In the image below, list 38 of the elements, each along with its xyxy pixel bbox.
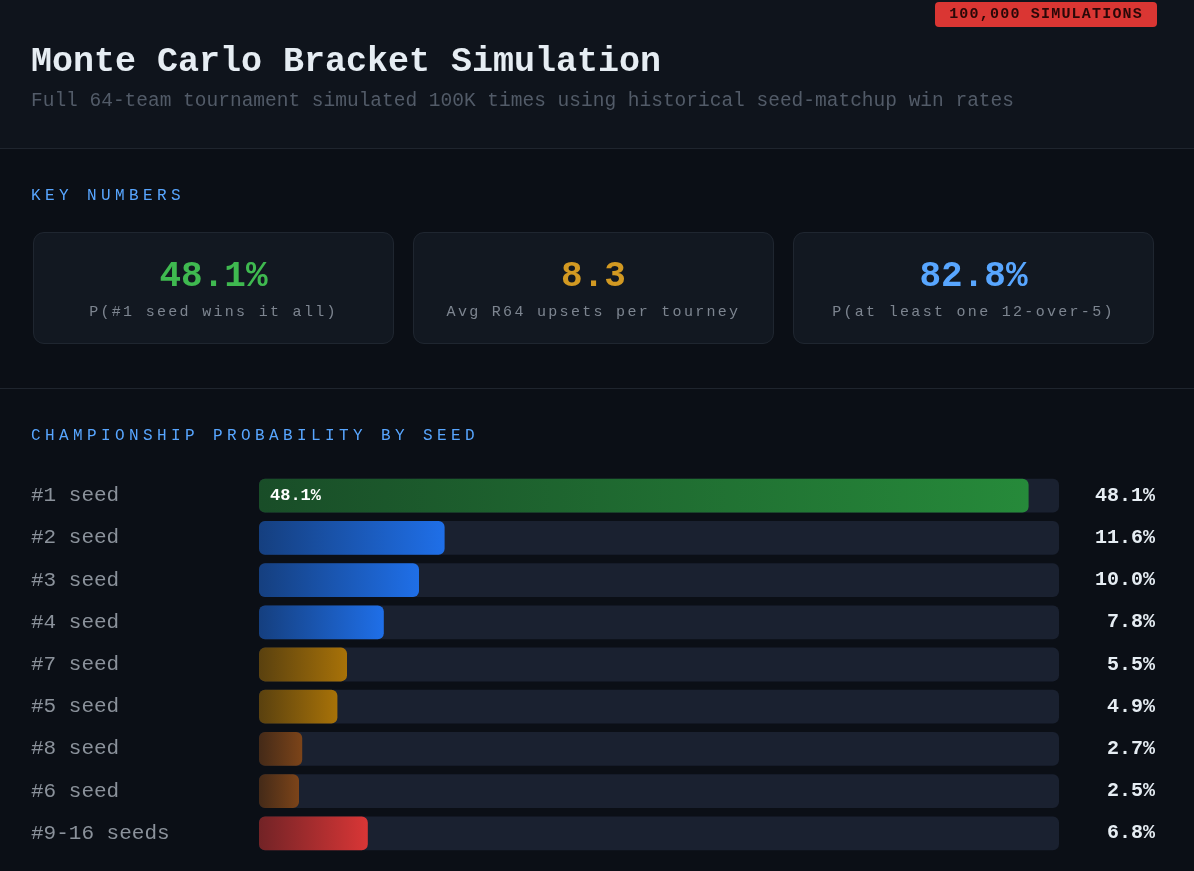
data-label: 48.1% [1094, 483, 1156, 507]
text: 82.8% [918, 255, 1029, 299]
text: P(at least one 12-over-5) [831, 303, 1116, 323]
y-tick-label: #4 seed [31, 610, 120, 634]
bar [259, 689, 338, 724]
data-label: 11.6% [1094, 525, 1156, 549]
data-label: 10.0% [1094, 568, 1156, 592]
data-label: 2.7% [1106, 736, 1156, 760]
y-tick-label: #9-16 seeds [31, 821, 170, 845]
data-label: 6.8% [1106, 821, 1156, 845]
text: Full 64-team tournament simulated 100K times using historical seed-matchup win rates [31, 89, 1014, 113]
bar [259, 605, 384, 640]
y-tick-label: #3 seed [31, 568, 120, 592]
text: Monte Carlo Bracket Simulation [31, 41, 662, 83]
bar [259, 816, 368, 851]
y-tick-label: #1 seed [31, 484, 120, 508]
bar [259, 563, 419, 597]
text: 48.1% [158, 255, 269, 299]
data-label: 5.5% [1106, 652, 1156, 676]
annotation: 48.1% [270, 485, 322, 505]
y-tick-label: #8 seed [31, 737, 120, 761]
bar [259, 732, 303, 766]
bar [259, 647, 347, 682]
y-tick-label: #7 seed [31, 653, 120, 677]
data-label: 4.9% [1106, 694, 1156, 718]
text: 100,000 SIMULATIONS [935, 2, 1157, 27]
data-label: 7.8% [1106, 610, 1156, 634]
bar [259, 774, 299, 808]
text: 8.3 [560, 255, 627, 299]
y-tick-label: #5 seed [31, 695, 120, 719]
y-tick-label: #2 seed [31, 526, 120, 550]
text: P(#1 seed wins it all) [88, 303, 339, 323]
y-tick-label: #6 seed [31, 779, 120, 803]
chart-title: CHAMPIONSHIP PROBABILITY BY SEED [31, 426, 480, 446]
data-label: 2.5% [1106, 779, 1156, 803]
bar [259, 521, 445, 555]
text: Avg R64 upsets per tourney [445, 303, 742, 323]
text: KEY NUMBERS [31, 186, 186, 206]
